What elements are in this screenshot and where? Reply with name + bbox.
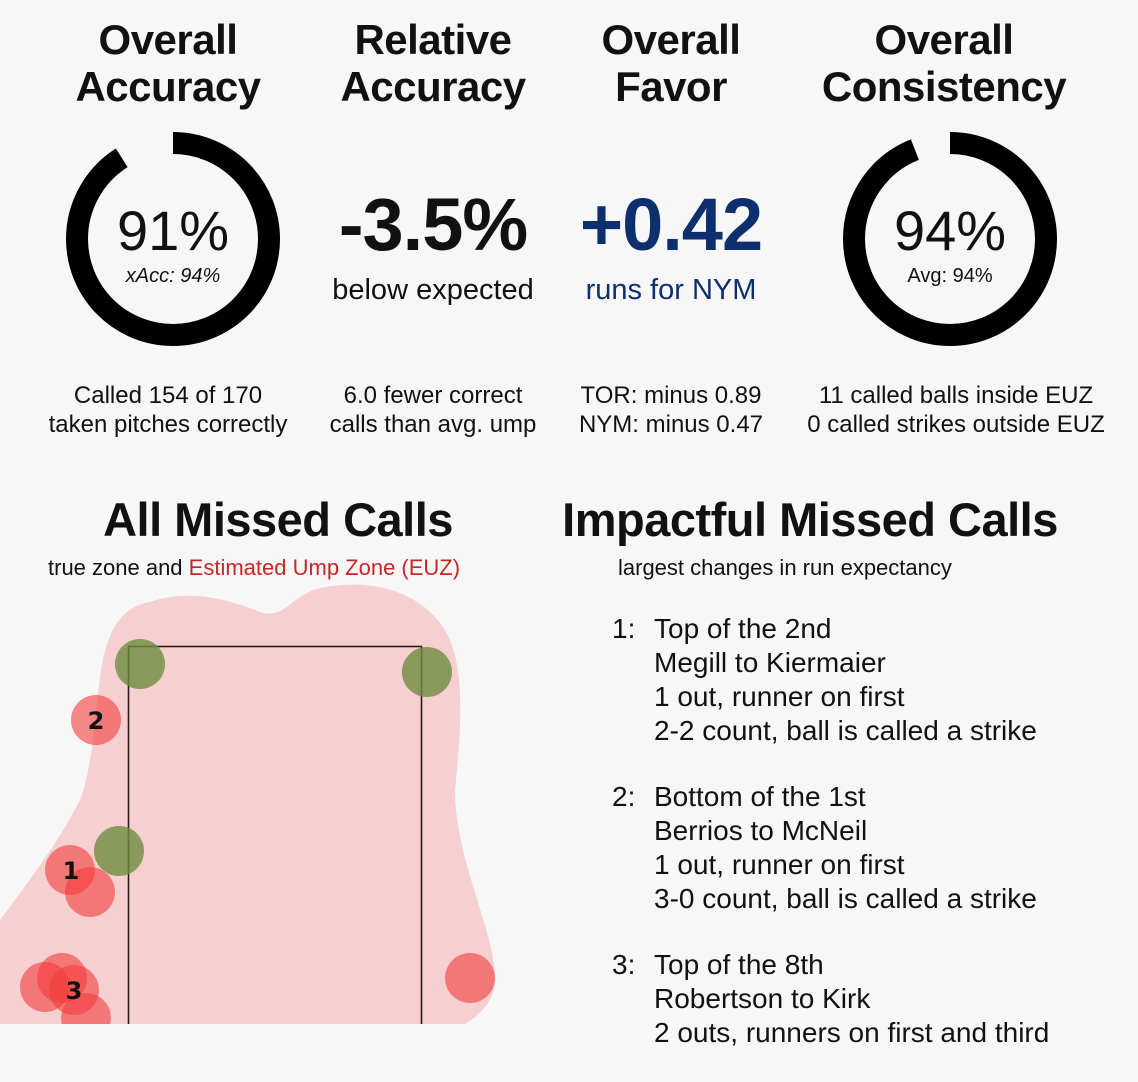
expected-accuracy: xAcc: 94% <box>125 265 221 287</box>
call-number: 3: <box>612 949 636 980</box>
euz-label: Estimated Ump Zone (EUZ) <box>188 555 461 580</box>
consistency-description: 11 called balls inside EUZ 0 called stri… <box>807 382 1105 438</box>
all-missed-calls-subtitle: true zone and Estimated Ump Zone (EUZ) <box>48 554 460 582</box>
call-matchup: Megill to Kiermaier <box>654 647 886 678</box>
relative-accuracy-description: 6.0 fewer correct calls than avg. ump <box>329 382 537 438</box>
call-matchup: Robertson to Kirk <box>654 983 871 1014</box>
title-line: Relative <box>354 16 512 63</box>
call-inning: Top of the 8th <box>654 949 824 980</box>
call-number: 2: <box>612 781 636 812</box>
all-missed-calls-title: All Missed Calls <box>103 493 453 546</box>
call-result: 3-0 count, ball is called a strike <box>654 883 1037 914</box>
call-situation: 2 outs, runners on first and third <box>654 1017 1050 1048</box>
accuracy-value: 91% <box>116 199 230 262</box>
accuracy-description: Called 154 of 170 taken pitches correctl… <box>48 382 288 438</box>
ring-gauge-icon <box>843 132 1057 346</box>
favor-value: +0.42 <box>579 183 763 266</box>
impactful-calls-list: 1: Top of the 2nd Megill to Kiermaier 1 … <box>612 612 1049 1082</box>
call-situation: 1 out, runner on first <box>654 849 905 880</box>
title-line: Accuracy <box>340 63 526 110</box>
euz-region <box>0 584 495 1024</box>
consistency-ring: 94% Avg: 94% <box>842 131 1058 347</box>
call-situation: 1 out, runner on first <box>654 681 905 712</box>
svg-text:1: 1 <box>63 857 80 885</box>
call-result: 2-2 count, ball is called a strike <box>654 715 1037 746</box>
ring-gauge-icon <box>66 132 280 346</box>
title-line: Favor <box>615 63 727 110</box>
favor-description: TOR: minus 0.89 NYM: minus 0.47 <box>578 382 764 438</box>
missed-calls-plot: 2 1 3 <box>0 582 540 1043</box>
overall-favor-title: Overall Favor <box>531 16 811 110</box>
accuracy-ring: 91% xAcc: 94% <box>65 131 281 347</box>
title-line: Overall <box>874 16 1014 63</box>
call-inning: Top of the 2nd <box>654 613 832 644</box>
average-consistency: Avg: 94% <box>907 265 993 287</box>
strike-zone-chart: 2 1 3 <box>0 584 495 1043</box>
overall-consistency-title: Overall Consistency <box>804 16 1084 110</box>
relative-accuracy-title: Relative Accuracy <box>293 16 573 110</box>
list-item: 2: Bottom of the 1st Berrios to McNeil 1… <box>612 780 1049 916</box>
list-item: 3: Top of the 8th Robertson to Kirk 2 ou… <box>612 948 1049 1050</box>
consistency-value: 94% <box>893 199 1007 262</box>
impactful-missed-calls-title: Impactful Missed Calls <box>562 493 1058 546</box>
title-line: Overall <box>98 16 238 63</box>
relative-accuracy-value: -3.5% <box>338 183 528 266</box>
title-line: Accuracy <box>75 63 261 110</box>
subtitle-prefix: true zone and <box>48 555 183 580</box>
relative-accuracy-sub: below expected <box>332 274 534 306</box>
svg-text:2: 2 <box>88 707 105 735</box>
call-matchup: Berrios to McNeil <box>654 815 868 846</box>
svg-text:3: 3 <box>66 977 83 1005</box>
title-line: Consistency <box>821 63 1067 110</box>
title-line: Overall <box>601 16 741 63</box>
call-number: 1: <box>612 613 636 644</box>
overall-accuracy-title: Overall Accuracy <box>28 16 308 110</box>
call-inning: Bottom of the 1st <box>654 781 866 812</box>
favor-sub: runs for NYM <box>585 274 757 306</box>
list-item: 1: Top of the 2nd Megill to Kiermaier 1 … <box>612 612 1049 748</box>
impactful-missed-calls-subtitle: largest changes in run expectancy <box>618 555 952 580</box>
